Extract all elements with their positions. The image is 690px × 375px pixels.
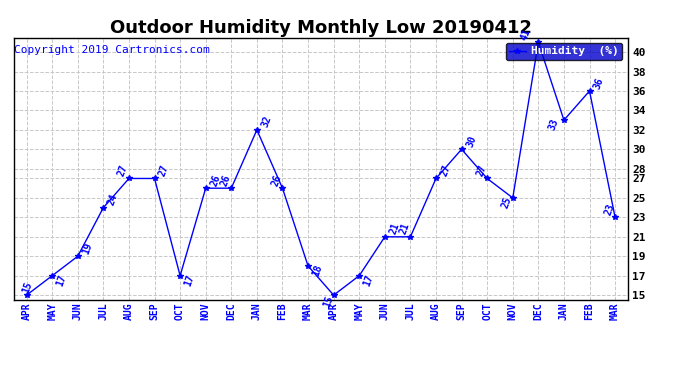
Text: 41: 41	[519, 27, 532, 42]
Text: 26: 26	[270, 173, 284, 188]
Text: 27: 27	[475, 163, 488, 178]
Title: Outdoor Humidity Monthly Low 20190412: Outdoor Humidity Monthly Low 20190412	[110, 20, 532, 38]
Text: 18: 18	[310, 263, 324, 278]
Text: 15: 15	[321, 294, 335, 308]
Text: 26: 26	[219, 173, 233, 188]
Text: 27: 27	[439, 163, 452, 178]
Text: 17: 17	[55, 273, 68, 287]
Text: 25: 25	[500, 195, 513, 210]
Text: 19: 19	[81, 241, 94, 255]
Text: 26: 26	[208, 173, 222, 188]
Text: 15: 15	[21, 280, 34, 294]
Text: 32: 32	[259, 115, 273, 129]
Text: 21: 21	[398, 222, 411, 236]
Text: 21: 21	[388, 222, 401, 236]
Text: 17: 17	[183, 273, 197, 287]
Text: 27: 27	[157, 163, 170, 178]
Text: 23: 23	[602, 202, 616, 217]
Legend: Humidity  (%): Humidity (%)	[506, 43, 622, 60]
Text: Copyright 2019 Cartronics.com: Copyright 2019 Cartronics.com	[14, 45, 210, 56]
Text: 36: 36	[592, 76, 606, 90]
Text: 30: 30	[464, 134, 477, 148]
Text: 17: 17	[362, 273, 375, 287]
Text: 27: 27	[117, 163, 130, 178]
Text: 33: 33	[547, 117, 561, 132]
Text: 24: 24	[106, 192, 119, 207]
